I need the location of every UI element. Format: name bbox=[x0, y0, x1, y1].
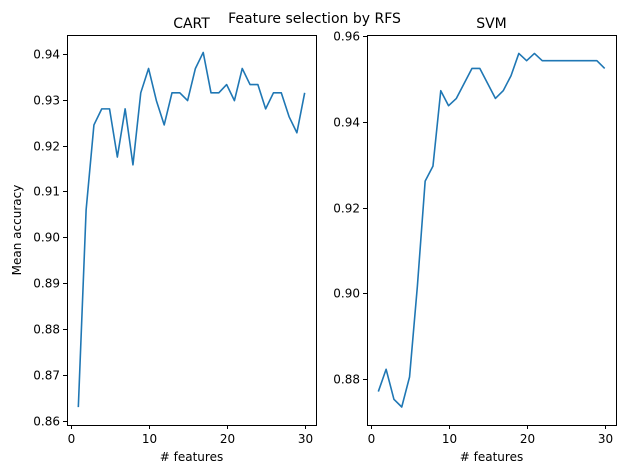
svm-title: SVM bbox=[476, 16, 507, 32]
cart-x-tick-label: 10 bbox=[142, 432, 157, 446]
svm-y-tick-label: 0.94 bbox=[333, 116, 360, 130]
cart-y-tick-label: 0.92 bbox=[33, 140, 60, 154]
cart-title: CART bbox=[173, 16, 210, 32]
svm-x-axis-label: # features bbox=[460, 450, 523, 464]
cart-y-tick-label: 0.93 bbox=[33, 94, 60, 108]
cart-y-axis-label: Mean accuracy bbox=[10, 185, 24, 276]
svm-subplot: SVM 0 10 20 30 0.88 0.90 0.92 0.94 0.96 # features bbox=[333, 16, 617, 464]
cart-x-axis-label: # features bbox=[160, 450, 223, 464]
cart-y-tick-label: 0.87 bbox=[33, 369, 60, 383]
cart-y-tick-label: 0.91 bbox=[33, 185, 60, 199]
cart-y-tick-label: 0.88 bbox=[33, 323, 60, 337]
figure-suptitle: Feature selection by RFS bbox=[228, 11, 401, 27]
cart-y-tick-label: 0.90 bbox=[33, 231, 60, 245]
cart-y-tick-label: 0.94 bbox=[33, 48, 60, 62]
svm-y-tick-label: 0.96 bbox=[333, 30, 360, 44]
svm-y-tick-label: 0.92 bbox=[333, 202, 360, 216]
cart-x-tick-label: 20 bbox=[220, 432, 235, 446]
svm-x-tick-label: 0 bbox=[368, 432, 376, 446]
cart-axes-frame bbox=[67, 35, 317, 426]
cart-x-tick-label: 0 bbox=[68, 432, 76, 446]
svm-y-tick-label: 0.90 bbox=[333, 287, 360, 301]
svm-x-tick-label: 10 bbox=[442, 432, 457, 446]
svm-x-tick-label: 30 bbox=[598, 432, 613, 446]
svm-y-tick-label: 0.88 bbox=[333, 373, 360, 387]
svm-accuracy-line bbox=[377, 52, 606, 408]
svm-axes-frame bbox=[367, 35, 617, 426]
cart-x-tick-label: 30 bbox=[298, 432, 313, 446]
cart-subplot: CART 0 10 20 30 0.86 0.87 0.88 0.89 0.90 0.91 0.92 0… bbox=[10, 16, 317, 464]
cart-y-tick-label: 0.89 bbox=[33, 277, 60, 291]
svm-x-tick-label: 20 bbox=[520, 432, 535, 446]
cart-y-tick-label: 0.86 bbox=[33, 415, 60, 429]
cart-accuracy-line bbox=[77, 51, 306, 408]
